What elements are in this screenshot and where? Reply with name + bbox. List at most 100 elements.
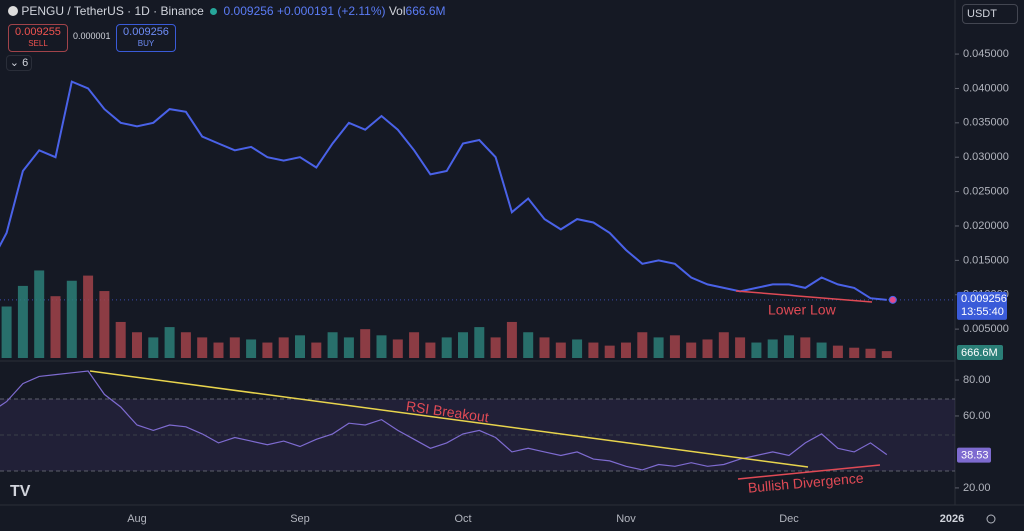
annotation: Lower Low <box>768 302 837 318</box>
volume-bar <box>392 339 403 358</box>
price-label-box <box>957 291 1007 320</box>
logo: TV <box>10 483 31 500</box>
volume-bar <box>1 306 12 358</box>
volume-bar <box>213 342 224 358</box>
y-tick-label: 60.00 <box>963 410 991 422</box>
volume-bar <box>425 342 436 358</box>
sell-label: SELL <box>28 39 48 48</box>
volume-bar <box>588 342 599 358</box>
volume-bar <box>767 339 778 358</box>
rsi-label: 38.53 <box>961 449 989 461</box>
x-tick-label: Sep <box>290 513 310 525</box>
buy-button[interactable]: 0.009256 BUY <box>116 24 176 52</box>
spread: 0.000001 <box>73 31 111 41</box>
buy-price: 0.009256 <box>123 26 169 38</box>
sell-button[interactable]: 0.009255 SELL <box>8 24 68 52</box>
volume-bar <box>132 332 142 358</box>
volume-bar <box>66 280 77 358</box>
price-label: 0.009256 <box>961 293 1007 305</box>
volume-bar <box>34 270 45 358</box>
last-price: 0.009256 <box>223 4 274 18</box>
volume-bar <box>246 339 257 358</box>
volume-bar <box>881 351 892 358</box>
currency-select[interactable]: USDT <box>962 4 1018 24</box>
sell-price: 0.009255 <box>15 26 61 38</box>
volume-bar <box>523 332 534 358</box>
volume-bar <box>555 342 566 358</box>
y-tick-label: 0.020000 <box>963 220 1009 232</box>
volume-bar <box>669 335 680 358</box>
y-tick-label: 0.015000 <box>963 254 1009 266</box>
volume-bar <box>637 332 648 358</box>
volume-bar <box>99 291 110 358</box>
volume-bar <box>865 348 876 358</box>
volume-bar <box>262 342 273 358</box>
volume-bar <box>572 339 583 358</box>
volume-bar <box>784 335 794 358</box>
indicator-toggle[interactable]: ⌄ 6 <box>6 55 32 71</box>
y-tick-label: 0.045000 <box>963 48 1009 60</box>
y-tick-label: 0.035000 <box>963 117 1009 129</box>
y-tick-label: 0.040000 <box>963 82 1009 94</box>
volume-label: 666.6M <box>961 347 998 359</box>
buy-label: BUY <box>137 39 155 48</box>
divergence-line <box>737 464 881 480</box>
rsi-label-box <box>957 447 991 463</box>
volume-bar <box>506 321 517 358</box>
volume-label: Vol <box>388 4 406 18</box>
x-tick-label: Dec <box>779 513 799 525</box>
volume-bar <box>441 337 452 358</box>
volume-bar <box>490 337 501 358</box>
volume-bar <box>849 347 860 358</box>
volume-bar <box>360 329 371 358</box>
volume-bar <box>718 332 729 358</box>
volume-bar <box>295 335 305 358</box>
volume-bar <box>751 342 762 358</box>
y-tick-label: 80.00 <box>963 374 991 386</box>
volume-value: 666.6M <box>405 4 446 18</box>
volume-bar <box>83 275 94 358</box>
x-tick-label: Aug <box>127 513 147 525</box>
volume-bar <box>376 335 387 358</box>
indicator-count: 6 <box>22 57 29 69</box>
volume-bar <box>50 296 61 358</box>
countdown: 13:55:40 <box>961 306 1004 318</box>
last-point <box>888 295 897 304</box>
volume-bar <box>474 327 485 358</box>
x-tick-label: Nov <box>616 513 636 525</box>
volume-bar <box>621 342 631 358</box>
volume-bar <box>197 337 208 358</box>
settings-icon[interactable] <box>986 514 996 524</box>
volume-bar <box>148 337 159 358</box>
header: PENGU / TetherUS · 1D · Binance 0.009256… <box>8 4 446 18</box>
volume-bar <box>832 345 843 358</box>
volume-bar <box>539 337 550 358</box>
y-tick-label: 0.005000 <box>963 323 1009 335</box>
line <box>0 370 888 471</box>
volume-bar <box>816 342 827 358</box>
volume-bar <box>604 345 615 358</box>
volume-bar <box>686 342 697 358</box>
volume-bar <box>343 337 354 358</box>
volume-bar <box>311 342 322 358</box>
volume-bar <box>115 321 126 358</box>
volume-bar <box>327 332 338 358</box>
volume-bar <box>702 339 713 358</box>
y-tick-label: 20.00 <box>963 482 991 494</box>
y-tick-label: 0.025000 <box>963 185 1009 197</box>
volume-bar <box>164 327 175 358</box>
lower-low-line <box>735 290 873 303</box>
marks: 0.0050000.0100000.0150000.0200000.025000… <box>0 48 1009 525</box>
x-tick-label: Oct <box>454 513 471 525</box>
volume-bar <box>653 337 664 358</box>
symbol[interactable]: PENGU / TetherUS · 1D · Binance <box>21 4 204 18</box>
volume-bar <box>458 332 468 358</box>
volume-bar <box>800 337 811 358</box>
volume-bar <box>229 337 240 358</box>
volume-bar <box>735 337 746 358</box>
price-change: +0.000191 (+2.11%) <box>276 4 386 18</box>
volume-bar <box>409 332 420 358</box>
volume-label-box <box>957 345 1003 360</box>
